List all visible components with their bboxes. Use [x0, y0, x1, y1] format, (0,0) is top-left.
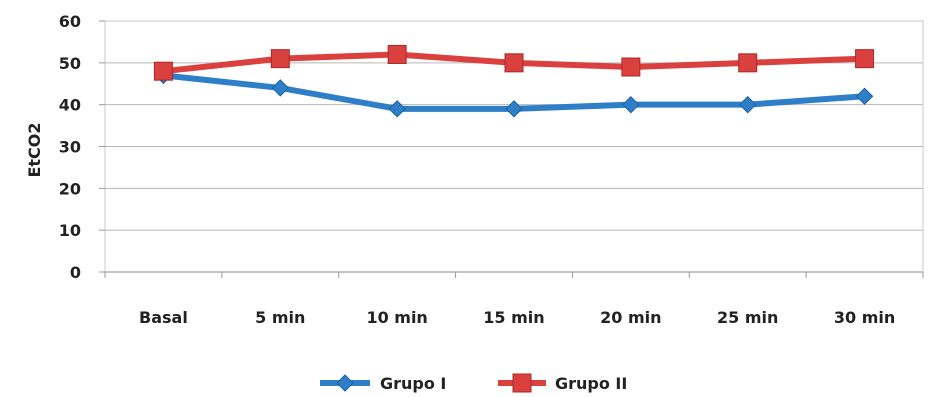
tick-labels: 0 10 20 30 40 50 60 Basal 5 min 10 min 15 min 20 mi…	[59, 12, 896, 327]
data-point	[153, 61, 173, 81]
data-point	[739, 95, 757, 114]
x-tick-label: 10 min	[366, 308, 427, 327]
data-point	[270, 49, 290, 69]
series-2	[153, 44, 875, 81]
data-point	[387, 44, 407, 64]
series-1	[154, 66, 874, 118]
legend-label: Grupo I	[380, 374, 446, 393]
data-point	[855, 49, 875, 69]
x-tick-label: 15 min	[483, 308, 544, 327]
x-tick-label: 25 min	[717, 308, 778, 327]
y-axis-title: EtCO2	[25, 122, 44, 177]
legend-marker	[512, 373, 532, 393]
y-tick-label: 50	[59, 54, 81, 73]
legend-item: Grupo II	[498, 373, 627, 393]
axes	[99, 20, 924, 278]
data-point	[505, 100, 523, 118]
y-tick-label: 20	[59, 179, 81, 198]
y-tick-label: 40	[59, 96, 81, 115]
data-point	[504, 53, 524, 73]
series	[153, 44, 875, 118]
x-tick-label: Basal	[139, 308, 188, 327]
data-point	[622, 95, 640, 114]
y-tick-label: 10	[59, 221, 81, 240]
data-point	[621, 57, 641, 77]
data-point	[271, 79, 289, 97]
legend-item: Grupo I	[320, 374, 446, 393]
x-tick-label: 5 min	[255, 308, 305, 327]
legend-marker	[336, 374, 354, 392]
y-tick-label: 60	[59, 12, 81, 31]
y-tick-label: 30	[59, 138, 81, 157]
data-point	[738, 53, 758, 73]
x-tick-label: 20 min	[600, 308, 661, 327]
legend: Grupo I Grupo II	[320, 373, 627, 393]
x-tick-label: 30 min	[834, 308, 895, 327]
legend-label: Grupo II	[555, 374, 627, 393]
data-point	[388, 100, 406, 118]
data-point	[855, 87, 874, 106]
grid	[105, 20, 923, 231]
y-tick-label: 0	[70, 263, 81, 282]
